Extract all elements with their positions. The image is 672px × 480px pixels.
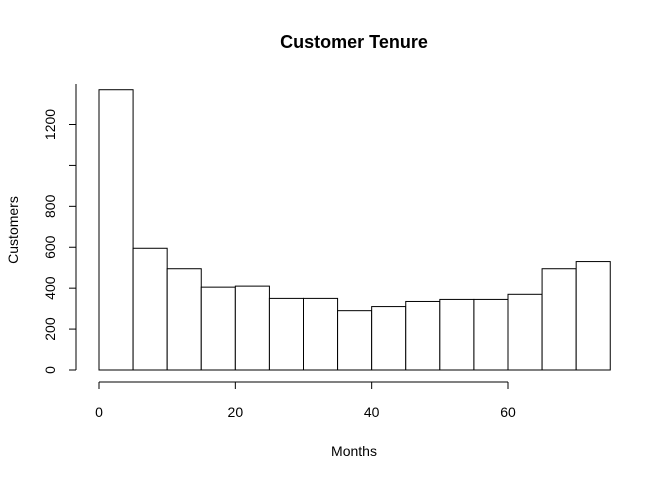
y-axis-label: Customers bbox=[5, 196, 21, 264]
histogram-bar bbox=[234, 285, 270, 371]
histogram-bar bbox=[303, 297, 339, 371]
histogram-bar bbox=[541, 268, 577, 371]
x-tick-label: 0 bbox=[95, 404, 103, 420]
x-tick-label: 20 bbox=[228, 404, 244, 420]
histogram-bar bbox=[166, 268, 202, 371]
x-axis-label: Months bbox=[331, 443, 377, 459]
histogram-bar bbox=[507, 293, 543, 371]
y-tick-label: 600 bbox=[42, 235, 58, 259]
histogram-bar bbox=[371, 306, 407, 371]
histogram-bar bbox=[405, 300, 441, 371]
y-tick-label: 800 bbox=[42, 194, 58, 218]
histogram-bar bbox=[132, 247, 168, 371]
histogram-bar bbox=[439, 298, 475, 371]
histogram-bar bbox=[337, 310, 373, 371]
histogram-bar bbox=[268, 297, 304, 371]
y-tick-label: 200 bbox=[42, 317, 58, 341]
histogram-bar bbox=[200, 286, 236, 371]
bars-group bbox=[98, 89, 611, 371]
y-tick-label: 400 bbox=[42, 276, 58, 300]
y-axis: 0 200 400 600 800 1200 bbox=[42, 84, 77, 374]
x-tick-label: 60 bbox=[500, 404, 516, 420]
y-tick-label: 1200 bbox=[42, 109, 58, 140]
chart-title: Customer Tenure bbox=[280, 32, 428, 52]
histogram-bar bbox=[575, 261, 611, 371]
y-tick-label: 0 bbox=[42, 366, 58, 374]
x-axis: 0 20 40 60 bbox=[95, 381, 516, 420]
histogram-bar bbox=[473, 298, 509, 371]
x-tick-label: 40 bbox=[364, 404, 380, 420]
histogram-bar bbox=[98, 89, 134, 371]
